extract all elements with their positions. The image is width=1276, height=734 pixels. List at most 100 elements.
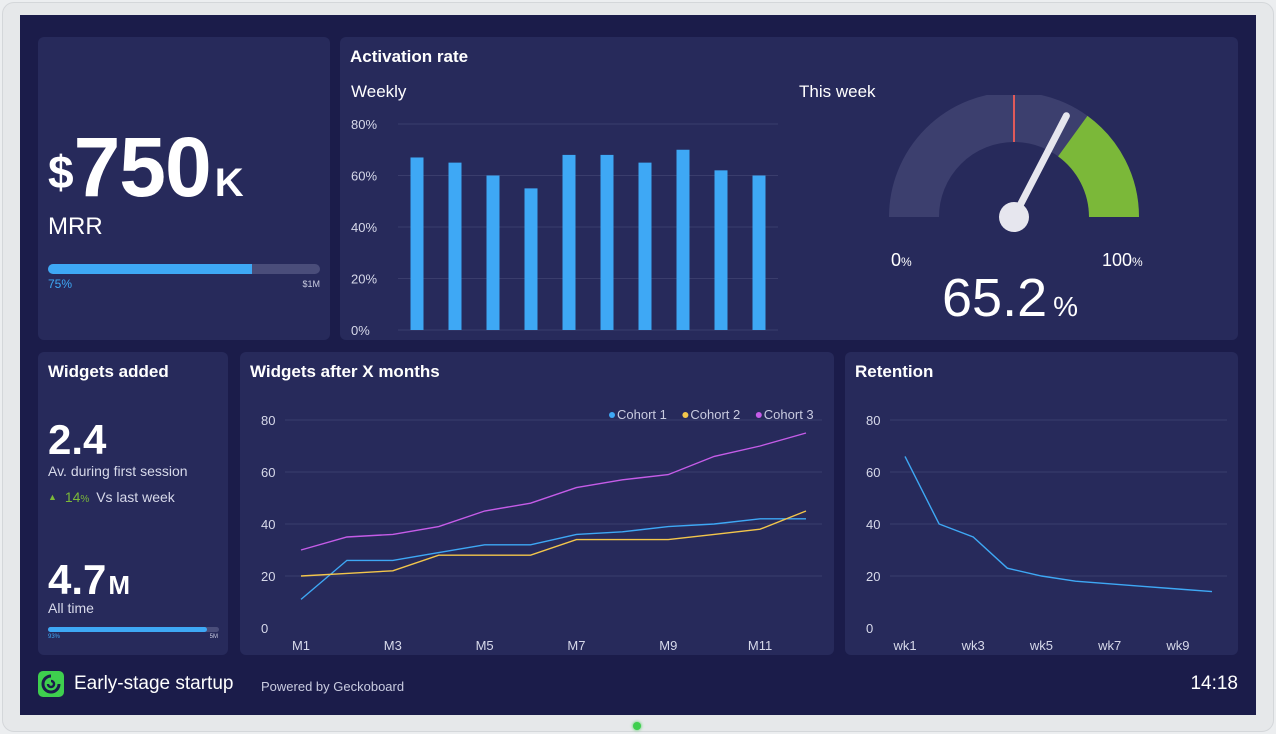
total-number: 4.7 [48,556,107,603]
mrr-suffix: K [214,161,244,205]
x-tick-label: M5 [476,638,494,653]
mrr-currency: $ [48,146,74,198]
retention-panel: Retention 0 20 40 60 80 wk1 wk3 wk5 wk7 wk9 [845,352,1238,655]
y-tick-label: 0 [261,621,268,636]
bar [638,162,652,330]
x-tick-label: M3 [384,638,402,653]
dashboard-screen: $750 K MRR 75% $1M Activation rate Weekly… [20,15,1256,715]
gauge-max-label: 100% [1102,250,1143,271]
x-tick-label: wk7 [632,335,656,337]
x-tick-label: wk9 [708,335,732,337]
gauge-min-value: 0 [891,250,902,270]
mrr-target-label: $1M [302,279,320,289]
bar [752,175,766,330]
gauge-value-number: 65.2 [942,268,1048,328]
cohort-line-chart: 0 20 40 60 80 M1 M3 M5 M7 M9 M11 Cohort 1 Cohort 2 Co… [261,407,822,653]
gauge-value-unit: % [1053,291,1079,322]
legend-dot [755,412,762,418]
weekly-bar-chart: 0% 20% 40% 60% 80% wk1 wk2 wk3 wk4 wk5 wk6 wk7 wk8 wk… [351,117,778,337]
x-tick-label: wk5 [556,335,580,337]
bar [486,175,500,330]
legend-label: Cohort 1 [617,407,667,422]
y-tick-label: 80% [351,117,377,132]
y-tick-label: 40 [261,517,275,532]
mrr-progress-fill [48,264,252,274]
gauge-max-unit: % [1132,255,1143,269]
power-led [633,722,641,730]
change-value: 14 [64,489,81,505]
change-unit: % [80,494,90,505]
activation-title: Activation rate [350,47,469,66]
y-tick-label: 0% [351,323,370,337]
clock: 14:18 [1190,673,1238,694]
bar [448,162,462,330]
up-arrow-icon: ▲ [48,492,57,502]
series-line [300,518,806,600]
bar [676,149,690,330]
bar [714,170,728,330]
total-value: 4.7M [48,556,130,604]
mrr-panel: $750 K MRR 75% $1M [38,37,330,340]
legend-dot [682,412,689,418]
widgets-added-panel: Widgets added 2.4 Av. during first sessi… [38,352,228,655]
x-tick-label: wk3 [480,335,504,337]
change-label: Vs last week [96,489,175,505]
x-tick-label: wk7 [1097,638,1121,653]
x-tick-label: wk4 [518,335,542,337]
legend-label: Cohort 3 [764,407,814,422]
bar [524,188,538,330]
mrr-progress-track [48,264,320,274]
x-tick-label: wk9 [1165,638,1189,653]
widgets-added-title: Widgets added [48,362,169,381]
mrr-number: 750 [73,120,212,214]
retention-line-chart: 0 20 40 60 80 wk1 wk3 wk5 wk7 wk9 [866,413,1227,653]
weekly-label: Weekly [351,82,407,101]
gauge-max-value: 100 [1102,250,1133,270]
mrr-label: MRR [48,213,103,240]
x-tick-label: wk5 [1029,638,1053,653]
widgets-months-panel: Widgets after X months 0 20 40 60 80 M1 M3 M5 M7… [240,352,834,655]
change-row: ▲ 14% Vs last week [48,489,175,505]
total-progress-track [48,627,219,632]
legend-dot [609,412,615,418]
y-tick-label: 20% [351,272,377,287]
x-tick-label: wk2 [442,335,466,337]
x-tick-label: wk... [745,335,773,337]
x-tick-label: M11 [748,638,772,653]
legend-label: Cohort 2 [690,407,740,422]
y-tick-label: 60 [261,465,275,480]
x-tick-label: wk3 [961,638,985,653]
geckoboard-logo-icon [38,671,64,697]
y-tick-label: 80 [261,413,275,428]
y-tick-label: 20 [261,569,275,584]
mrr-value: $750 K [48,119,244,216]
bar [600,154,614,330]
y-tick-label: 20 [866,569,880,584]
gauge-hub [999,202,1029,232]
total-progress-left: 93% [48,634,61,640]
activation-gauge [889,95,1139,232]
dashboard-title: Early-stage startup [74,673,234,694]
y-tick-label: 40% [351,220,377,235]
widgets-months-title: Widgets after X months [250,362,440,381]
avg-label: Av. during first session [48,463,188,479]
series-line [300,510,807,577]
gauge-min-unit: % [901,255,912,269]
x-tick-label: M1 [292,638,310,653]
this-week-label: This week [799,82,876,101]
x-tick-label: wk1 [892,638,916,653]
y-tick-label: 0 [866,621,873,636]
total-progress-right: 5M [209,634,218,640]
x-tick-label: M7 [567,638,585,653]
powered-by: Powered by Geckoboard [261,679,405,694]
total-label: All time [48,600,94,616]
bar [562,154,576,330]
y-tick-label: 80 [866,413,880,428]
bar [410,157,424,330]
x-tick-label: wk1 [404,335,428,337]
series-line [300,432,807,551]
total-progress-fill [48,627,208,632]
series-line [904,456,1213,593]
activation-panel: Activation rate Weekly This week 0% 20% 40… [340,37,1238,340]
x-tick-label: M9 [659,638,677,653]
